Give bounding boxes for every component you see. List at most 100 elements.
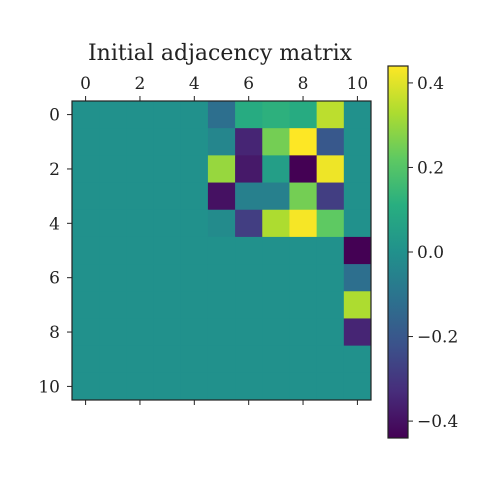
heatmap-cell (153, 372, 182, 401)
heatmap-cell (316, 101, 345, 129)
heatmap-cell (72, 236, 100, 265)
colorbar-tick-label: 0.4 (417, 74, 444, 94)
heatmap-cell (180, 209, 209, 238)
y-tick-label: 6 (49, 269, 60, 289)
x-tick-label: 8 (298, 74, 309, 94)
heatmap-cell (72, 345, 100, 374)
heatmap-cell (235, 101, 263, 129)
heatmap-cell (235, 182, 263, 211)
heatmap-cell (180, 155, 209, 184)
heatmap-cell (99, 236, 127, 265)
colorbar-tick-label: −0.4 (417, 412, 458, 432)
heatmap-cell (207, 236, 236, 265)
heatmap-cell (235, 128, 263, 156)
heatmap-cell (180, 182, 209, 211)
heatmap-cell (316, 291, 345, 319)
heatmap-cell (235, 291, 263, 319)
y-tick-label: 2 (49, 160, 60, 180)
heatmap-cell (72, 128, 100, 156)
heatmap-cell (262, 318, 290, 347)
heatmap-cell (235, 155, 263, 184)
heatmap-cell (262, 182, 290, 211)
heatmap-cell (72, 209, 100, 238)
heatmap-cell (343, 101, 372, 129)
heatmap-cell (289, 372, 318, 401)
heatmap-cell (126, 345, 155, 374)
x-tick-label: 6 (243, 74, 254, 94)
heatmap-cell (72, 101, 100, 129)
heatmap-cell (72, 155, 100, 184)
heatmap-cell (153, 291, 182, 319)
heatmap-cell (235, 345, 263, 374)
y-tick-label: 8 (49, 323, 60, 343)
heatmap-cell (72, 291, 100, 319)
colorbar (387, 65, 409, 439)
heatmap-cell (289, 128, 318, 156)
heatmap-cell (180, 264, 209, 292)
heatmap-cell (289, 264, 318, 292)
heatmap-cell (235, 318, 263, 347)
heatmap-cell (262, 236, 290, 265)
heatmap-cell (72, 264, 100, 292)
colorbar-axis: 0.4 0.2 0.0 −0.2 −0.4 (408, 74, 458, 432)
heatmap-cell (316, 155, 345, 184)
heatmap-cell (289, 101, 318, 129)
heatmap-cell (343, 345, 372, 374)
heatmap-cell (180, 101, 209, 129)
heatmap-cell (343, 318, 372, 347)
heatmap-cell (343, 264, 372, 292)
colorbar-tick-label: 0.0 (417, 243, 444, 263)
heatmap-cell (180, 128, 209, 156)
heatmap-cell (126, 318, 155, 347)
heatmap-cell (153, 264, 182, 292)
heatmap-cell (99, 182, 127, 211)
heatmap-cell (343, 209, 372, 238)
heatmap-cell (316, 182, 345, 211)
heatmap-cell (207, 264, 236, 292)
heatmap-cell (153, 155, 182, 184)
heatmap-cells (72, 101, 372, 401)
heatmap-cell (126, 264, 155, 292)
heatmap-cell (126, 372, 155, 401)
heatmap-cell (207, 209, 236, 238)
y-axis: 0 2 4 6 8 10 (38, 106, 72, 397)
heatmap-cell (289, 155, 318, 184)
heatmap-cell (316, 318, 345, 347)
heatmap-cell (262, 372, 290, 401)
heatmap-cell (99, 345, 127, 374)
heatmap-cell (316, 264, 345, 292)
heatmap-cell (126, 155, 155, 184)
heatmap-cell (316, 372, 345, 401)
x-tick-label: 2 (135, 74, 146, 94)
heatmap-cell (72, 182, 100, 211)
heatmap-cell (289, 291, 318, 319)
heatmap-cell (343, 182, 372, 211)
heatmap-cell (126, 182, 155, 211)
heatmap-cell (343, 155, 372, 184)
heatmap-cell (126, 101, 155, 129)
heatmap-cell (289, 182, 318, 211)
heatmap-cell (153, 318, 182, 347)
heatmap-cell (72, 372, 100, 401)
x-tick-label: 0 (80, 74, 91, 94)
heatmap-cell (343, 236, 372, 265)
heatmap-cell (180, 236, 209, 265)
heatmap-cell (99, 209, 127, 238)
heatmap-cell (289, 318, 318, 347)
colorbar-tick-label: 0.2 (417, 158, 444, 178)
heatmap-cell (99, 318, 127, 347)
heatmap-cell (235, 209, 263, 238)
heatmap-cell (99, 264, 127, 292)
heatmap-cell (262, 101, 290, 129)
heatmap-cell (262, 155, 290, 184)
heatmap-cell (343, 372, 372, 401)
heatmap-cell (316, 209, 345, 238)
heatmap-cell (153, 236, 182, 265)
heatmap-cell (180, 291, 209, 319)
heatmap-cell (235, 372, 263, 401)
plot-frame (71, 100, 372, 401)
heatmap-cell (316, 236, 345, 265)
x-axis-bottom (85, 400, 358, 405)
heatmap-cell (126, 291, 155, 319)
heatmap-cell (207, 155, 236, 184)
